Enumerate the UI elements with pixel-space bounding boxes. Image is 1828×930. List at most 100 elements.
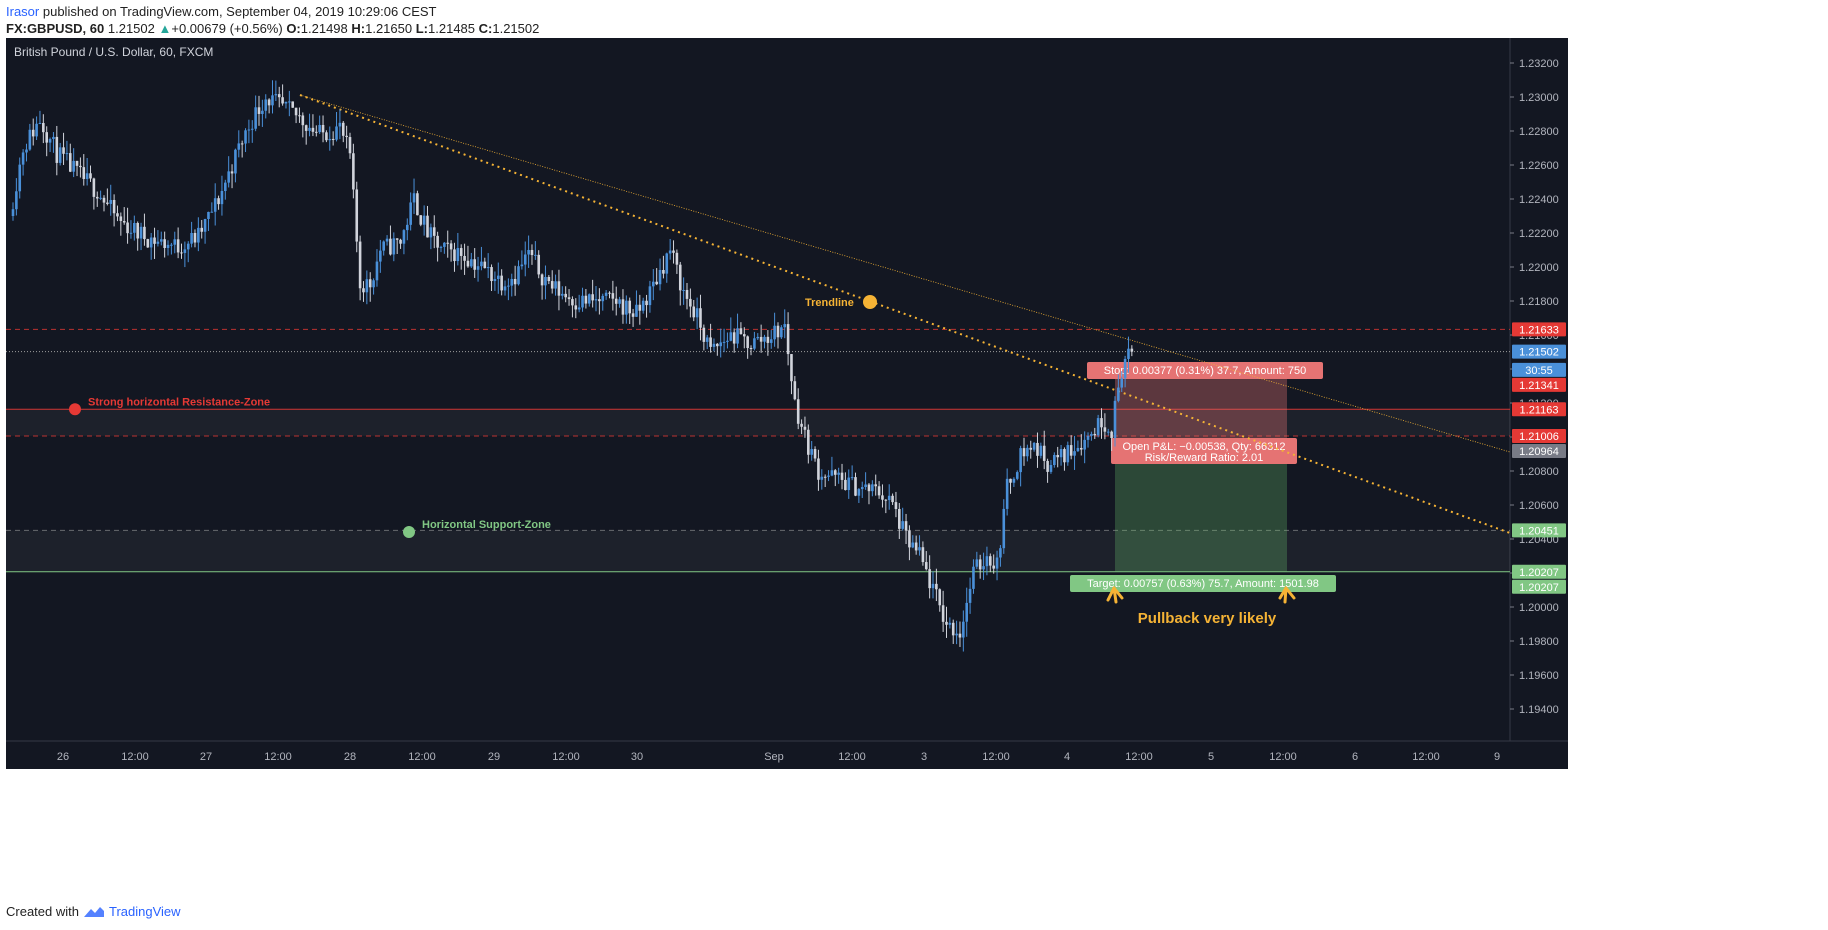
candle-down	[193, 229, 197, 248]
candle-down	[106, 188, 109, 206]
candle-up	[159, 231, 163, 246]
candle-up	[190, 221, 193, 248]
candle-body	[716, 343, 719, 347]
candle-body	[766, 336, 770, 343]
candle-down	[732, 328, 736, 353]
candle-body	[540, 274, 544, 286]
tradingview-link[interactable]: TradingView	[108, 904, 181, 919]
candle-body	[833, 470, 837, 475]
candle-body	[695, 308, 699, 318]
candle-body	[941, 605, 945, 622]
candle-up	[25, 143, 28, 162]
candle-down	[298, 107, 301, 123]
candle-body	[379, 250, 382, 262]
candle-down	[924, 551, 928, 571]
candle-body	[493, 279, 497, 282]
candle-down	[833, 469, 837, 487]
candle-body	[257, 107, 261, 114]
candle-body	[210, 211, 214, 213]
candle-down	[315, 125, 318, 137]
candle-body	[126, 222, 129, 234]
candle-body	[277, 94, 281, 98]
candle-down	[446, 230, 450, 258]
candle-body	[769, 339, 773, 343]
candle-body	[1123, 358, 1127, 379]
x-tick-label: Sep	[764, 751, 784, 763]
candle-body	[884, 499, 888, 501]
candle-body	[176, 239, 180, 253]
candle-up	[156, 230, 160, 247]
candle-body	[213, 198, 217, 212]
candle-body	[665, 253, 669, 274]
candle-body	[918, 547, 921, 551]
price-tag-label: 30:55	[1525, 365, 1553, 377]
candle-body	[483, 261, 487, 269]
candle-up	[712, 338, 716, 352]
candle-body	[571, 299, 574, 306]
x-tick-label: 30	[631, 751, 643, 763]
candle-down	[881, 484, 884, 508]
candle-body	[426, 215, 429, 238]
candle-body	[281, 97, 284, 104]
candle-down	[928, 555, 931, 599]
candle-down	[709, 323, 712, 353]
candle-body	[631, 313, 635, 317]
candle-body	[800, 423, 803, 427]
candle-down	[82, 154, 86, 186]
candle-up	[1120, 371, 1124, 393]
resistance-marker	[69, 403, 81, 416]
candle-body	[776, 325, 780, 338]
candle-body	[358, 241, 362, 289]
candle-down	[432, 215, 436, 249]
candle-down	[325, 130, 328, 143]
candle-down	[466, 245, 470, 268]
candle-up	[544, 265, 547, 300]
candle-body	[405, 224, 409, 231]
y-tick-label: 1.22800	[1519, 126, 1559, 138]
candle-body	[712, 343, 716, 347]
candle-down	[921, 541, 925, 566]
symbol-label: FX:GBPUSD, 60	[6, 21, 105, 36]
y-tick-label: 1.22200	[1519, 228, 1559, 240]
time-axis	[6, 741, 1568, 769]
candle-up	[985, 546, 989, 576]
candle-body	[271, 95, 274, 106]
candles	[11, 80, 1134, 652]
candle-down	[42, 114, 45, 144]
candle-body	[796, 399, 800, 424]
candle-body	[250, 128, 254, 130]
author-link[interactable]: Irasor	[6, 4, 40, 19]
candle-body	[699, 308, 702, 328]
candle-down	[1036, 432, 1039, 468]
candle-body	[1090, 433, 1093, 436]
candle-body	[365, 279, 369, 293]
candle-up	[274, 80, 278, 102]
candle-down	[1069, 435, 1073, 460]
candle-up	[1096, 414, 1100, 438]
candle-body	[621, 299, 625, 315]
candle-body	[874, 484, 878, 487]
candle-up	[456, 232, 460, 266]
candle-up	[85, 158, 89, 186]
candle-up	[1117, 374, 1120, 403]
candle-body	[584, 295, 588, 304]
candle-up	[931, 571, 935, 599]
candle-body	[48, 139, 52, 143]
candle-body	[1096, 418, 1100, 436]
candle-body	[756, 336, 760, 339]
candle-down	[675, 249, 679, 274]
candle-body	[820, 476, 824, 480]
candle-down	[426, 205, 429, 238]
x-tick-label: 12:00	[1269, 751, 1297, 763]
x-tick-label: 26	[57, 751, 69, 763]
candle-body	[591, 294, 594, 301]
candle-body	[92, 178, 96, 197]
candle-body	[1039, 445, 1043, 456]
ohlc-bar: FX:GBPUSD, 60 1.21502 ▲+0.00679 (+0.56%)…	[6, 21, 539, 37]
candle-body	[645, 300, 648, 306]
candle-up	[244, 128, 247, 153]
candle-body	[453, 249, 456, 262]
pnl-label-bg	[1111, 438, 1297, 464]
candle-body	[389, 238, 392, 255]
